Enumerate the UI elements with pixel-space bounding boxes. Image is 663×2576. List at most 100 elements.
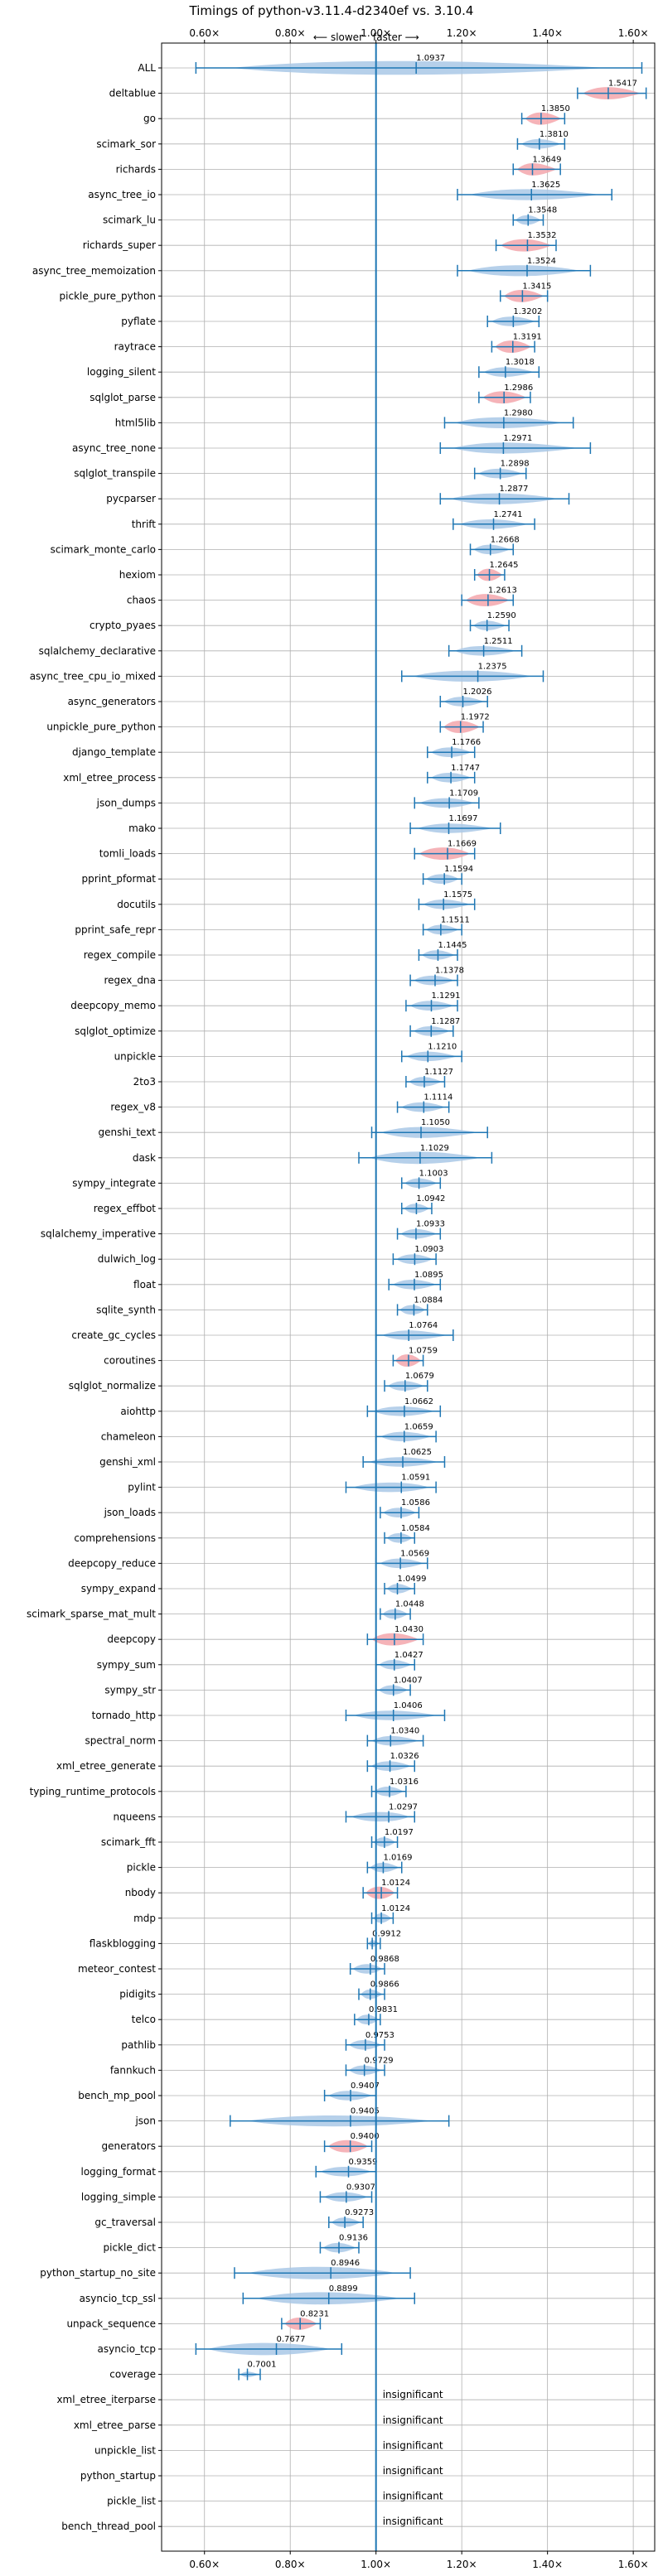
benchmark-label: fannkuch xyxy=(110,2064,156,2076)
benchmark-label: sympy_expand xyxy=(81,1583,156,1594)
benchmark-label: hexiom xyxy=(119,569,156,581)
benchmark-label: mdp xyxy=(133,1913,156,1924)
value-label: 0.7001 xyxy=(248,2361,277,2370)
value-label: 1.0406 xyxy=(394,1701,423,1710)
benchmark-label: scimark_fft xyxy=(101,1836,156,1848)
value-label: 1.0124 xyxy=(381,1879,410,1888)
x-tick-label-top: 1.20× xyxy=(447,27,477,39)
benchmark-label: coroutines xyxy=(104,1355,156,1367)
x-tick-label-top: 0.60× xyxy=(189,27,220,39)
value-label: 1.1766 xyxy=(452,738,481,747)
benchmark-label: async_tree_io xyxy=(88,189,156,200)
benchmark-label: sqlglot_parse xyxy=(90,392,156,403)
benchmark-label: comprehensions xyxy=(74,1532,156,1544)
value-label: 1.0942 xyxy=(416,1194,445,1204)
x-tick-label-bottom: 1.00× xyxy=(361,2559,391,2570)
value-label: 0.9831 xyxy=(369,2005,398,2014)
value-label: 1.3532 xyxy=(527,231,556,240)
benchmark-label: aiohttp xyxy=(120,1406,156,1417)
benchmark-label: bench_mp_pool xyxy=(78,2090,156,2101)
benchmark-label: scimark_sor xyxy=(96,138,156,150)
benchmark-label: genshi_xml xyxy=(99,1456,156,1468)
benchmark-label: ALL xyxy=(138,62,156,74)
value-label: 1.3415 xyxy=(522,282,551,291)
benchmark-label: float xyxy=(133,1279,156,1290)
benchmark-label: xml_etree_process xyxy=(63,772,156,784)
benchmark-label: logging_simple xyxy=(81,2191,156,2202)
benchmark-label: sqlglot_optimize xyxy=(75,1025,156,1037)
value-label: 1.0340 xyxy=(390,1727,419,1736)
benchmark-label: raytrace xyxy=(114,341,156,353)
benchmark-label: scimark_lu xyxy=(103,215,156,226)
value-label: 1.0427 xyxy=(394,1651,423,1660)
value-label: 1.2375 xyxy=(478,662,507,671)
x-tick-label-top: 1.40× xyxy=(532,27,563,39)
benchmark-label: python_startup xyxy=(80,2470,156,2482)
benchmark-label: regex_effbot xyxy=(94,1203,157,1214)
benchmark-label: unpickle_pure_python xyxy=(46,721,156,733)
value-label: 1.0884 xyxy=(414,1295,443,1305)
value-label: 1.0448 xyxy=(395,1600,424,1609)
benchmark-label: chaos xyxy=(127,595,156,606)
value-label: 1.0764 xyxy=(409,1321,438,1330)
x-tick-label-top: 0.80× xyxy=(275,27,306,39)
value-label: 1.3548 xyxy=(528,206,557,215)
value-label: 0.8231 xyxy=(300,2309,329,2318)
slower-annotation: ⟵ slower xyxy=(313,31,363,43)
benchmark-label: async_tree_cpu_io_mixed xyxy=(30,670,156,682)
insignificant-label: insignificant xyxy=(383,2439,443,2451)
value-label: 1.1669 xyxy=(448,840,477,849)
benchmark-label: nqueens xyxy=(114,1811,156,1822)
benchmark-label: pycparser xyxy=(106,493,156,504)
value-label: 1.3625 xyxy=(531,181,560,190)
value-label: 1.0937 xyxy=(416,54,445,63)
value-label: 1.0679 xyxy=(405,1372,434,1381)
value-label: 1.0169 xyxy=(383,1854,412,1863)
value-label: 1.1697 xyxy=(448,814,477,823)
benchmark-label: scimark_sparse_mat_mult xyxy=(27,1609,156,1620)
value-label: 1.1050 xyxy=(421,1118,450,1127)
x-tick-label-bottom: 1.40× xyxy=(532,2559,563,2570)
benchmark-label: tornado_http xyxy=(92,1710,156,1721)
value-label: 1.0316 xyxy=(390,1778,419,1787)
value-label: 1.2980 xyxy=(504,408,533,417)
benchmark-label: dulwich_log xyxy=(98,1253,156,1265)
value-label: 1.1127 xyxy=(424,1068,453,1077)
benchmark-label: pidigits xyxy=(119,1989,156,2000)
insignificant-label: insignificant xyxy=(383,2414,443,2426)
benchmark-label: pprint_pformat xyxy=(82,873,157,885)
value-label: 1.0586 xyxy=(401,1498,430,1507)
value-label: 1.1445 xyxy=(438,941,467,950)
value-label: 1.0326 xyxy=(390,1752,419,1761)
value-label: 0.8899 xyxy=(329,2284,358,2294)
value-label: 0.9405 xyxy=(351,2107,380,2116)
benchmark-label: regex_v8 xyxy=(110,1102,156,1113)
value-label: 0.9868 xyxy=(370,1955,399,1964)
benchmark-label: pprint_safe_repr xyxy=(75,924,156,935)
benchmark-label: sqlglot_transpile xyxy=(74,468,156,480)
value-label: 1.2590 xyxy=(487,611,516,620)
value-label: 0.7677 xyxy=(277,2335,306,2344)
benchmark-label: go xyxy=(143,113,156,124)
value-label: 0.8946 xyxy=(331,2259,360,2268)
value-label: 1.0903 xyxy=(414,1245,443,1254)
benchmark-label: python_startup_no_site xyxy=(40,2267,156,2279)
x-tick-label-bottom: 0.60× xyxy=(189,2559,220,2570)
benchmark-label: sqlglot_normalize xyxy=(69,1380,156,1392)
benchmark-label: deltablue xyxy=(109,88,156,99)
insignificant-label: insignificant xyxy=(383,2516,443,2527)
value-label: 1.0591 xyxy=(401,1474,430,1483)
benchmark-label: 2to3 xyxy=(133,1076,156,1088)
value-label: 1.1575 xyxy=(443,890,472,900)
benchmark-label: pickle_pure_python xyxy=(60,290,156,301)
benchmark-label: unpickle xyxy=(114,1050,156,1062)
benchmark-label: telco xyxy=(132,2014,156,2025)
value-label: 1.1029 xyxy=(420,1144,449,1153)
x-tick-label-top: 1.60× xyxy=(618,27,649,39)
value-label: 0.9273 xyxy=(345,2208,374,2217)
benchmark-label: sqlalchemy_declarative xyxy=(39,645,156,657)
benchmark-label: genshi_text xyxy=(99,1126,157,1138)
value-label: 1.0124 xyxy=(381,1904,410,1913)
benchmark-label: pickle_list xyxy=(107,2496,156,2507)
